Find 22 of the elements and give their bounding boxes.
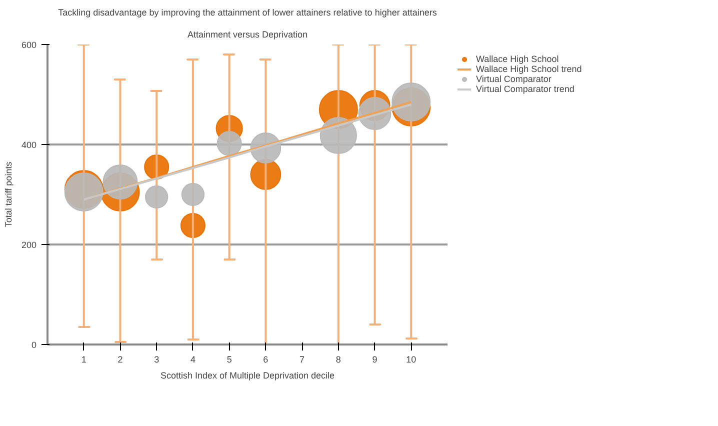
y-tick-label: 400 — [21, 140, 37, 150]
y-tick-label: 200 — [21, 240, 37, 250]
legend-label: Virtual Comparator — [476, 74, 552, 84]
legend-label: Virtual Comparator trend — [476, 84, 574, 94]
legend-label: Wallace High School — [476, 54, 559, 64]
x-axis-title: Scottish Index of Multiple Deprivation decile — [160, 370, 335, 380]
legend-label: Wallace High School trend — [476, 64, 582, 74]
x-tick-label: 4 — [190, 354, 196, 364]
y-axis-title: Total tariff points — [3, 161, 14, 228]
x-tick-label: 6 — [263, 354, 268, 364]
x-tick-label: 5 — [226, 354, 232, 364]
x-tick-label: 8 — [336, 354, 341, 364]
x-tick-label: 2 — [118, 354, 123, 364]
x-tick-label: 9 — [372, 354, 378, 364]
x-tick-label: 1 — [81, 354, 86, 364]
y-tick-label: 600 — [21, 40, 37, 50]
x-tick-label: 3 — [154, 354, 160, 364]
x-tick-label: 7 — [300, 354, 305, 364]
x-tick-label: 10 — [406, 354, 416, 364]
y-tick-label: 0 — [31, 340, 37, 350]
chart-subtitle: Attainment versus Deprivation — [187, 30, 308, 40]
chart-title: Tackling disadvantage by improving the attainment of lower attainers relative to higher attainers — [58, 8, 438, 18]
